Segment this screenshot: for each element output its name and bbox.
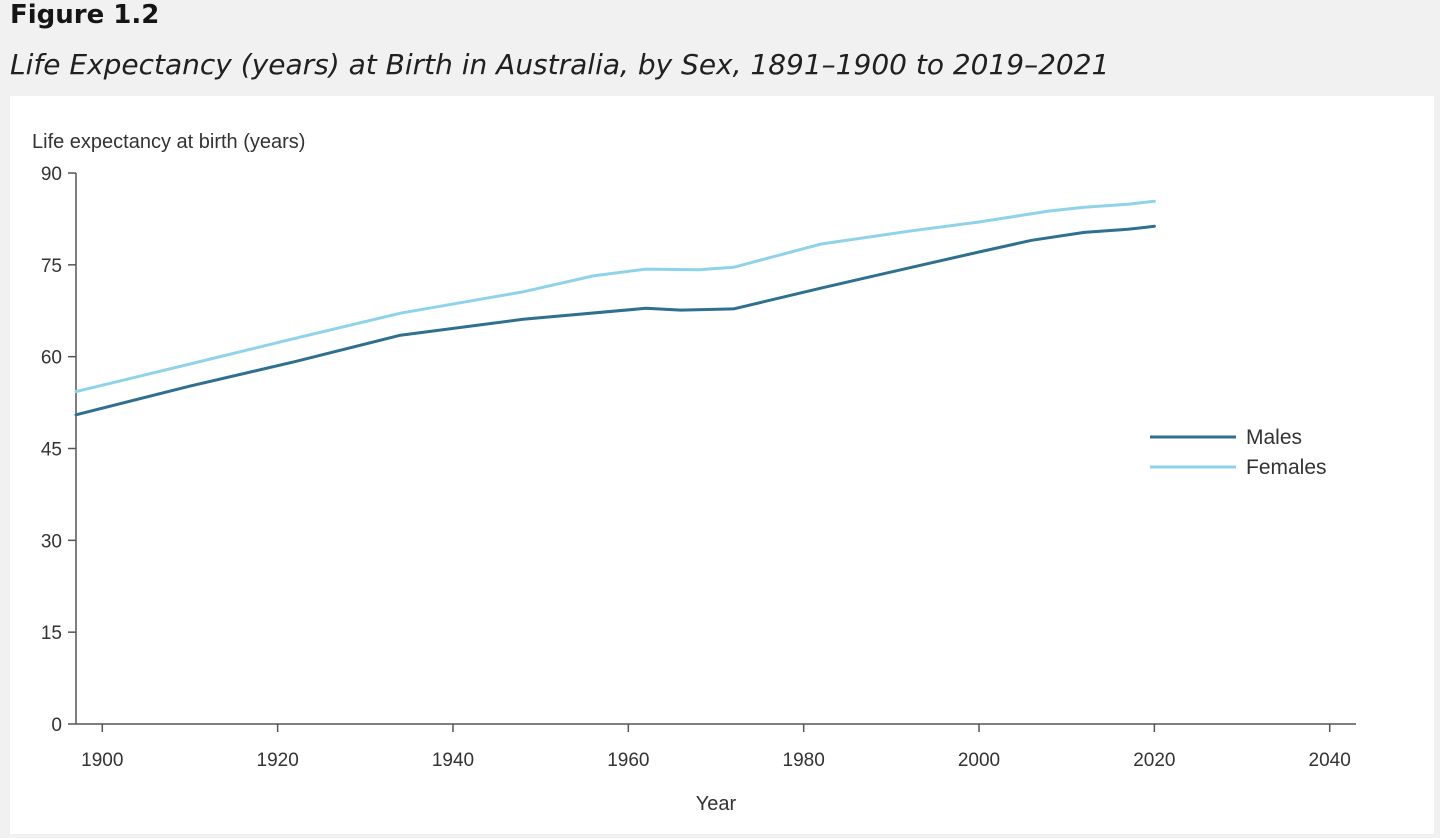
figure-label: Figure 1.2 (10, 0, 160, 30)
legend-label-males: Males (1246, 426, 1302, 449)
y-tick-label: 60 (41, 348, 62, 369)
legend-label-females: Females (1246, 456, 1327, 479)
x-tick-label: 1900 (81, 750, 123, 771)
life-expectancy-chart: Life expectancy at birth (years) Year 01… (32, 131, 1356, 815)
x-tick-label: 1920 (257, 750, 299, 771)
x-tick-label: 2000 (958, 750, 1000, 771)
series-lines (74, 199, 1156, 417)
legend: Males Females (1150, 426, 1327, 479)
x-tick-label: 1980 (783, 750, 825, 771)
axes: 0 15 30 45 60 75 90 1900 1920 1940 1960 1980 2000 202… (41, 164, 1356, 771)
series-line-females (74, 199, 1156, 394)
x-tick-label: 2040 (1309, 750, 1351, 771)
y-tick-label: 0 (51, 715, 62, 736)
y-tick-label: 45 (41, 440, 62, 461)
x-tick-label: 2020 (1133, 750, 1175, 771)
y-tick-label: 75 (41, 256, 62, 277)
figure-title: Life Expectancy (years) at Birth in Aust… (10, 48, 1110, 81)
y-tick-label: 15 (41, 623, 62, 644)
figure-header: Figure 1.2 Life Expectancy (years) at Bi… (0, 0, 1440, 96)
x-tick-label: 1960 (607, 750, 649, 771)
y-tick-label: 90 (41, 164, 62, 185)
x-axis-title: Year (696, 793, 737, 815)
series-line-males (74, 224, 1156, 417)
y-tick-label: 30 (41, 531, 62, 552)
y-axis-title: Life expectancy at birth (years) (32, 131, 305, 153)
x-tick-label: 1940 (432, 750, 474, 771)
